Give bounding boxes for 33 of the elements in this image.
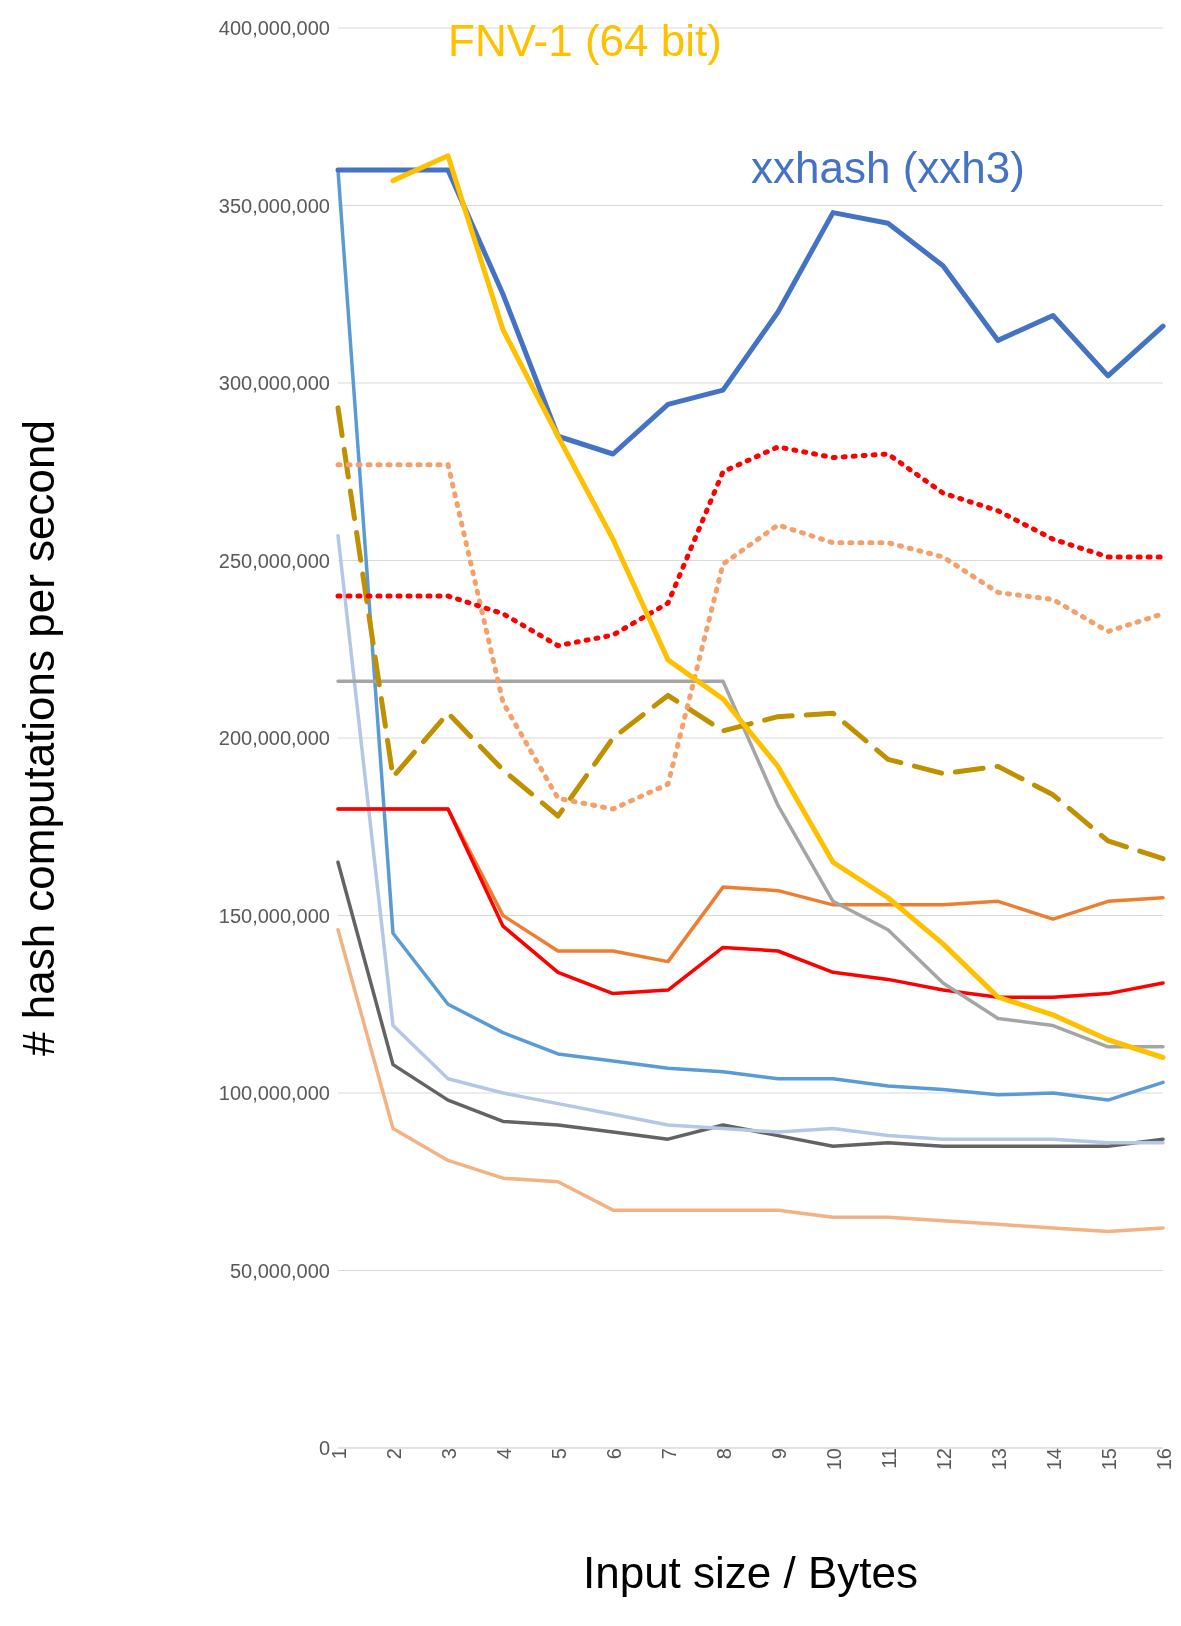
x-axis-title: Input size / Bytes xyxy=(582,1548,919,1597)
x-tick-label: 10 xyxy=(823,1448,846,1471)
x-tick-label: 13 xyxy=(988,1448,1011,1471)
line-series xyxy=(336,807,1165,999)
x-tick-label: 15 xyxy=(1098,1448,1121,1471)
x-tick-label: 8 xyxy=(713,1448,736,1460)
x-tick-label: 14 xyxy=(1043,1448,1066,1471)
line-series xyxy=(336,927,1165,1234)
line-series xyxy=(336,679,1165,1049)
y-tick-label: 250,000,000 xyxy=(218,549,330,572)
x-tick-label: 16 xyxy=(1153,1448,1176,1471)
y-tick-label: 100,000,000 xyxy=(218,1082,330,1105)
x-tick-label: 12 xyxy=(933,1448,956,1471)
y-tick-label: 200,000,000 xyxy=(218,727,330,750)
y-tick-label: 350,000,000 xyxy=(218,194,330,217)
x-tick-label: 7 xyxy=(658,1448,681,1460)
line-series xyxy=(336,860,1165,1148)
x-tick-label: 3 xyxy=(438,1448,461,1460)
x-tick-label: 9 xyxy=(768,1448,791,1460)
x-tick-label: 6 xyxy=(603,1448,626,1460)
x-tick-label: 11 xyxy=(878,1448,901,1469)
line-series xyxy=(336,533,1165,1145)
y-axis-title: # hash computations per second xyxy=(13,420,63,1056)
x-tick-label: 2 xyxy=(383,1448,406,1460)
y-tick-label: 0 xyxy=(318,1437,330,1460)
y-tick-label: 150,000,000 xyxy=(218,904,330,927)
x-tick-label: 5 xyxy=(548,1448,571,1460)
x-tick-label: 4 xyxy=(493,1448,516,1460)
y-tick-label: 300,000,000 xyxy=(218,372,330,395)
text: FNV-1 (64 bit) xyxy=(448,15,722,65)
y-tick-label: 50,000,000 xyxy=(229,1259,330,1282)
series-label: xxhash (xxh3) xyxy=(751,143,1025,193)
y-tick-label: 400,000,000 xyxy=(218,17,330,40)
